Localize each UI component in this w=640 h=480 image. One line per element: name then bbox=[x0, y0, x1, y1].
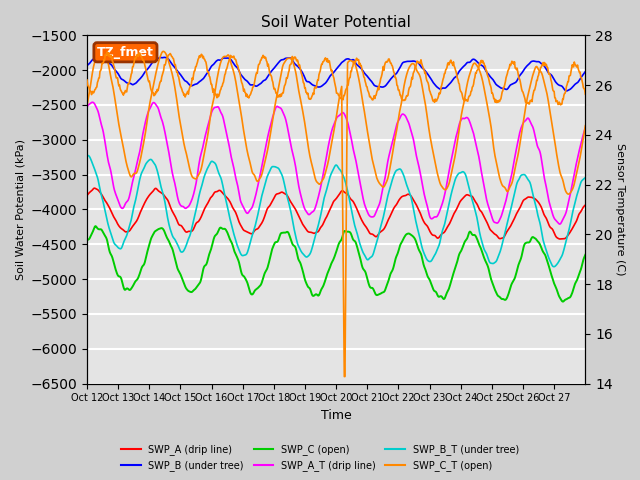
SWP_A_T (drip line) bbox=[234, 183, 241, 189]
SWP_B (under tree) bbox=[83, 63, 91, 69]
SWP_B_T (under tree) bbox=[388, 179, 396, 185]
SWP_A_T (drip line) bbox=[142, 116, 150, 122]
SWP_A (drip line) bbox=[416, 209, 424, 215]
SWP_C (open) bbox=[582, 252, 589, 258]
SWP_B_T (under tree) bbox=[83, 153, 91, 158]
SWP_B (under tree) bbox=[563, 88, 570, 94]
SWP_A_T (drip line) bbox=[88, 99, 96, 105]
SWP_B_T (under tree) bbox=[277, 171, 285, 177]
SWP_C_T (open) bbox=[259, 169, 266, 175]
SWP_A_T (drip line) bbox=[277, 106, 285, 112]
Line: SWP_B (under tree): SWP_B (under tree) bbox=[87, 56, 586, 91]
SWP_B (under tree) bbox=[97, 53, 105, 59]
SWP_C_T (open) bbox=[417, 74, 424, 80]
X-axis label: Time: Time bbox=[321, 409, 351, 422]
SWP_B_T (under tree) bbox=[234, 244, 241, 250]
SWP_A (drip line) bbox=[83, 192, 91, 198]
SWP_A (drip line) bbox=[142, 197, 150, 203]
Line: SWP_C_T (open): SWP_C_T (open) bbox=[87, 49, 586, 376]
SWP_B (under tree) bbox=[416, 62, 424, 68]
SWP_A (drip line) bbox=[556, 236, 564, 242]
Line: SWP_A_T (drip line): SWP_A_T (drip line) bbox=[87, 102, 586, 224]
SWP_C (open) bbox=[277, 230, 285, 236]
SWP_A (drip line) bbox=[388, 209, 396, 215]
Text: TZ_fmet: TZ_fmet bbox=[97, 46, 154, 59]
Y-axis label: Soil Water Potential (kPa): Soil Water Potential (kPa) bbox=[15, 139, 25, 280]
SWP_A_T (drip line) bbox=[582, 125, 589, 131]
Title: Soil Water Potential: Soil Water Potential bbox=[261, 15, 411, 30]
SWP_A (drip line) bbox=[259, 219, 266, 225]
SWP_A (drip line) bbox=[277, 190, 285, 195]
SWP_A_T (drip line) bbox=[388, 142, 396, 148]
SWP_A_T (drip line) bbox=[259, 161, 266, 167]
SWP_C (open) bbox=[416, 249, 424, 254]
Line: SWP_B_T (under tree): SWP_B_T (under tree) bbox=[87, 156, 586, 267]
SWP_C (open) bbox=[92, 223, 99, 229]
SWP_C_T (open) bbox=[340, 373, 348, 379]
SWP_C_T (open) bbox=[142, 125, 150, 131]
SWP_B_T (under tree) bbox=[550, 264, 558, 270]
SWP_A (drip line) bbox=[90, 185, 98, 191]
SWP_C (open) bbox=[559, 299, 566, 304]
Line: SWP_A (drip line): SWP_A (drip line) bbox=[87, 188, 586, 239]
SWP_B_T (under tree) bbox=[582, 175, 589, 180]
SWP_B (under tree) bbox=[234, 66, 241, 72]
SWP_A (drip line) bbox=[582, 202, 589, 208]
SWP_A_T (drip line) bbox=[416, 167, 424, 173]
SWP_C_T (open) bbox=[97, 46, 104, 52]
Y-axis label: Sensor Temperature (C): Sensor Temperature (C) bbox=[615, 143, 625, 276]
SWP_B_T (under tree) bbox=[416, 234, 424, 240]
SWP_B (under tree) bbox=[142, 68, 150, 73]
SWP_C (open) bbox=[142, 254, 150, 260]
SWP_B (under tree) bbox=[582, 69, 589, 74]
SWP_B_T (under tree) bbox=[84, 153, 92, 158]
Line: SWP_C (open): SWP_C (open) bbox=[87, 226, 586, 301]
SWP_A_T (drip line) bbox=[83, 104, 91, 110]
SWP_C_T (open) bbox=[388, 152, 396, 157]
Legend: SWP_A (drip line), SWP_B (under tree), SWP_C (open), SWP_A_T (drip line), SWP_B_: SWP_A (drip line), SWP_B (under tree), S… bbox=[117, 441, 523, 475]
SWP_C (open) bbox=[83, 238, 91, 243]
SWP_B (under tree) bbox=[277, 57, 285, 63]
SWP_C_T (open) bbox=[234, 91, 241, 97]
SWP_C_T (open) bbox=[277, 70, 285, 75]
SWP_A_T (drip line) bbox=[556, 221, 564, 227]
SWP_B (under tree) bbox=[388, 75, 396, 81]
SWP_C_T (open) bbox=[582, 123, 589, 129]
SWP_C (open) bbox=[234, 256, 241, 262]
SWP_C (open) bbox=[388, 269, 396, 275]
SWP_A (drip line) bbox=[234, 216, 241, 221]
SWP_C_T (open) bbox=[83, 103, 91, 108]
SWP_B (under tree) bbox=[259, 79, 266, 84]
SWP_B_T (under tree) bbox=[259, 191, 266, 196]
SWP_B_T (under tree) bbox=[142, 161, 150, 167]
SWP_C (open) bbox=[259, 278, 266, 284]
